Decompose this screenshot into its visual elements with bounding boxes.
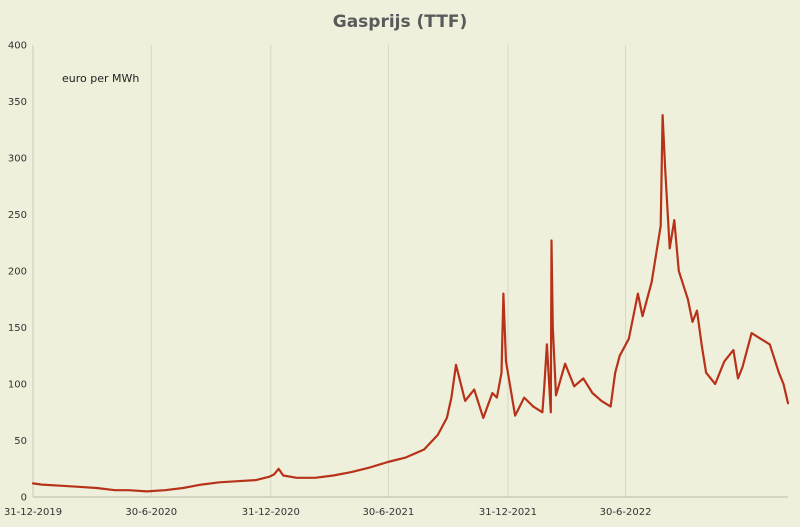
x-tick-label: 31-12-2020: [242, 507, 300, 518]
unit-annotation: euro per MWh: [62, 72, 139, 85]
axis-layer: 31-12-2019 30-6-2020 31-12-2020 30-6-2021 31…: [4, 41, 788, 518]
y-tick-label: 0: [21, 493, 27, 504]
y-tick-label: 200: [8, 267, 27, 278]
y-tick-label: 250: [8, 210, 27, 221]
grid-layer: [150, 45, 627, 497]
y-tick-label: 300: [8, 154, 27, 165]
x-tick-label: 31-12-2021: [479, 507, 537, 518]
x-tick-label: 30-6-2021: [363, 507, 415, 518]
y-tick-label: 100: [8, 380, 27, 391]
x-tick-label: 31-12-2019: [4, 507, 62, 518]
chart-title: Gasprijs (TTF): [333, 12, 468, 32]
series-line: [31, 113, 790, 493]
y-tick-label: 350: [8, 97, 27, 108]
x-tick-label: 30-6-2022: [600, 507, 652, 518]
series-layer: [31, 113, 790, 493]
x-tick-label: 30-6-2020: [125, 507, 177, 518]
y-tick-label: 150: [8, 323, 27, 334]
y-tick-label: 400: [8, 41, 27, 52]
y-tick-label: 50: [14, 436, 27, 447]
